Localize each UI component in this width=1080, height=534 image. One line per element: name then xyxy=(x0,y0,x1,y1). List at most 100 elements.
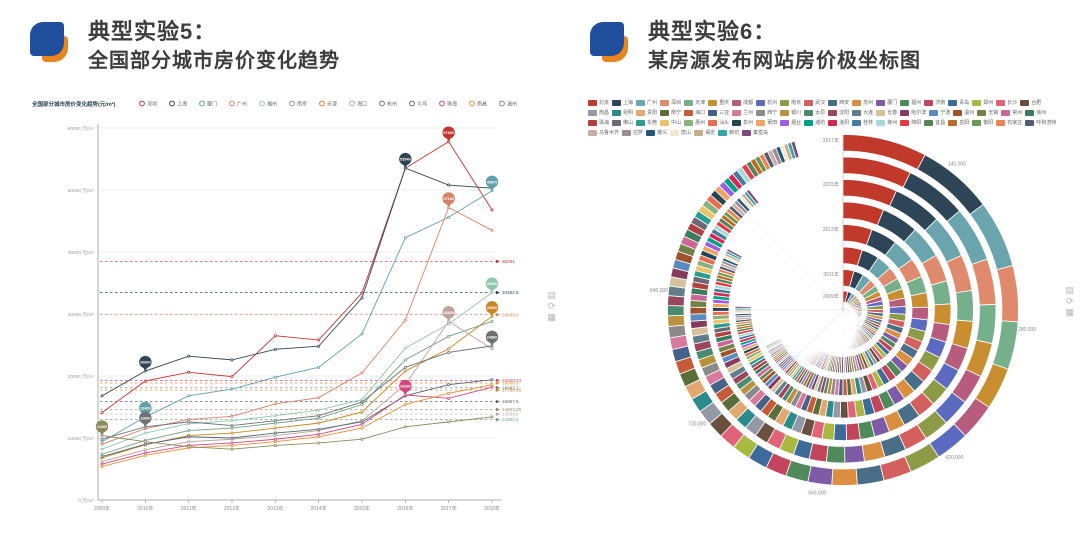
polar-legend-item[interactable]: 天津 xyxy=(684,99,705,106)
polar-legend-item[interactable]: 呼和浩特 xyxy=(1025,119,1056,126)
polar-legend-item[interactable]: 上海 xyxy=(612,99,633,106)
polar-legend-item[interactable]: 杭州 xyxy=(756,99,777,106)
polar-ring-segment[interactable] xyxy=(689,306,707,315)
polar-legend-item[interactable]: 南京 xyxy=(780,99,801,106)
polar-legend-item[interactable]: 佛山 xyxy=(612,119,633,126)
save-image-icon[interactable]: ▤ xyxy=(1065,285,1074,295)
polar-ring-segment[interactable] xyxy=(842,378,848,396)
polar-legend-item[interactable]: 岳阳 xyxy=(948,119,969,126)
polar-legend-item[interactable]: 泉州 xyxy=(732,119,753,126)
polar-ring-segment[interactable] xyxy=(831,468,858,486)
polar-legend-item[interactable]: 秦皇岛 xyxy=(742,129,768,136)
line-legend-item[interactable]: 广州 xyxy=(229,100,247,107)
polar-ring-segment[interactable] xyxy=(930,280,952,306)
polar-legend-item[interactable]: 乌鲁木齐 xyxy=(588,129,619,136)
polar-legend-item[interactable]: 温州 xyxy=(953,109,974,116)
polar-ring-segment[interactable] xyxy=(861,440,886,462)
polar-chart-canvas[interactable]: 2009年 2011年 2013年 2015年 2017年 140,000 280,000 4… xyxy=(588,95,1080,534)
polar-legend-item[interactable]: 宁波 xyxy=(929,109,950,116)
polar-ring-segment[interactable] xyxy=(833,423,847,441)
polar-legend-item[interactable]: 汕头 xyxy=(708,119,729,126)
polar-ring-segment[interactable] xyxy=(879,456,912,482)
polar-legend-item[interactable]: 厦门 xyxy=(876,99,897,106)
line-legend-item[interactable]: 义乌 xyxy=(409,100,427,107)
polar-ring-segment[interactable] xyxy=(840,317,843,330)
polar-ring-segment[interactable] xyxy=(790,140,800,159)
polar-legend-item[interactable]: 徐州 xyxy=(1025,109,1046,116)
polar-legend-item[interactable]: 北京 xyxy=(588,99,609,106)
line-legend-item[interactable]: 上海 xyxy=(169,100,187,107)
restore-icon[interactable]: ⟳ xyxy=(1065,296,1074,306)
polar-legend-item[interactable]: 昆明 xyxy=(612,109,633,116)
polar-ring-segment[interactable] xyxy=(667,314,686,328)
polar-legend-item[interactable]: 保定 xyxy=(694,129,715,136)
polar-legend-item[interactable]: 绵阳 xyxy=(900,119,921,126)
polar-legend-item[interactable]: 柳州 xyxy=(876,119,897,126)
line-legend-item[interactable]: 深圳 xyxy=(139,100,157,107)
polar-legend-item[interactable]: 兰州 xyxy=(732,109,753,116)
mark-point-pin[interactable]: 53540 xyxy=(399,152,412,169)
polar-ring-segment[interactable] xyxy=(832,332,838,350)
line-chart-canvas[interactable]: 全国部分城市房价变化趋势(元/m²) 深圳 上海 厦门 广州 福州 南京 天津 海口 杭州 义乌 珠海… xyxy=(30,95,558,525)
polar-legend-item[interactable]: 三亚 xyxy=(708,109,729,116)
polar-ring-segment[interactable] xyxy=(745,188,760,205)
polar-legend-item[interactable]: 长春 xyxy=(876,109,897,116)
polar-legend-item[interactable]: 郑州 xyxy=(972,99,993,106)
polar-legend-item[interactable]: 武汉 xyxy=(804,99,825,106)
polar-legend-item[interactable]: 唐山 xyxy=(670,129,691,136)
polar-legend-item[interactable]: 济南 xyxy=(924,99,945,106)
polar-legend-item[interactable]: 南宁 xyxy=(660,109,681,116)
polar-ring-segment[interactable] xyxy=(734,305,752,309)
polar-legend-item[interactable]: 西安 xyxy=(828,99,849,106)
polar-legend-item[interactable]: 广州 xyxy=(636,99,657,106)
polar-ring-segment[interactable] xyxy=(955,289,974,322)
polar-legend-item[interactable]: 成都 xyxy=(732,99,753,106)
polar-legend-item[interactable]: 大连 xyxy=(852,109,873,116)
polar-legend-item[interactable]: 宜昌 xyxy=(924,119,945,126)
polar-legend-item[interactable]: 石家庄 xyxy=(996,119,1022,126)
line-legend-item[interactable]: 厦门 xyxy=(199,100,217,107)
polar-legend-item[interactable]: 南昌 xyxy=(588,109,609,116)
polar-ring-segment[interactable] xyxy=(801,345,815,360)
polar-legend-item[interactable]: 遵义 xyxy=(646,129,667,136)
polar-legend-item[interactable]: 拉萨 xyxy=(622,129,643,136)
polar-legend-item[interactable]: 长沙 xyxy=(996,99,1017,106)
polar-legend-item[interactable]: 福州 xyxy=(900,99,921,106)
polar-legend-item[interactable]: 洛阳 xyxy=(828,119,849,126)
mark-point-pin[interactable]: 47182 xyxy=(442,192,455,208)
polar-legend-item[interactable]: 海口 xyxy=(684,109,705,116)
polar-ring-segment[interactable] xyxy=(844,444,865,464)
polar-ring-segment[interactable] xyxy=(992,320,1019,370)
polar-ring-segment[interactable] xyxy=(842,201,885,226)
polar-ring-segment[interactable] xyxy=(667,295,685,307)
polar-ring-segment[interactable] xyxy=(689,313,708,322)
mark-point-pin[interactable]: 24860 xyxy=(485,330,499,346)
restore-icon[interactable]: ⟳ xyxy=(547,301,556,311)
polar-legend-item[interactable]: 苏州 xyxy=(852,99,873,106)
polar-ring-segment[interactable] xyxy=(996,265,1019,323)
mark-point-pin[interactable]: 33450 xyxy=(485,277,499,293)
line-legend-item[interactable]: 海口 xyxy=(349,100,367,107)
polar-ring-segment[interactable] xyxy=(726,248,743,259)
polar-legend-item[interactable]: 哈尔滨 xyxy=(900,109,926,116)
polar-legend-item[interactable]: 无锡 xyxy=(977,109,998,116)
mark-point-pin[interactable]: 10400 xyxy=(95,420,109,436)
polar-legend-item[interactable]: 桂林 xyxy=(852,119,873,126)
line-legend-item[interactable]: 福州 xyxy=(259,100,277,107)
polar-legend-item[interactable]: 西宁 xyxy=(756,109,777,116)
line-legend-item[interactable]: 南昌 xyxy=(469,100,487,107)
polar-legend-item[interactable]: 东莞 xyxy=(636,119,657,126)
polar-legend-item[interactable]: 常州 xyxy=(1001,109,1022,116)
polar-legend-item[interactable]: 贵阳 xyxy=(636,109,657,116)
polar-legend-item[interactable]: 青岛 xyxy=(948,99,969,106)
data-view-icon[interactable]: ▦ xyxy=(547,312,556,322)
line-legend-item[interactable]: 南京 xyxy=(289,100,307,107)
line-legend-item[interactable]: 珠海 xyxy=(439,100,457,107)
line-legend-item[interactable]: 杭州 xyxy=(379,100,397,107)
polar-ring-segment[interactable] xyxy=(975,304,997,345)
polar-legend-item[interactable]: 银川 xyxy=(780,109,801,116)
line-legend-item[interactable]: 温州 xyxy=(499,100,517,107)
mark-point-pin[interactable]: 29620 xyxy=(485,301,499,317)
polar-ring-segment[interactable] xyxy=(712,310,730,317)
polar-ring-segment[interactable] xyxy=(839,400,849,419)
